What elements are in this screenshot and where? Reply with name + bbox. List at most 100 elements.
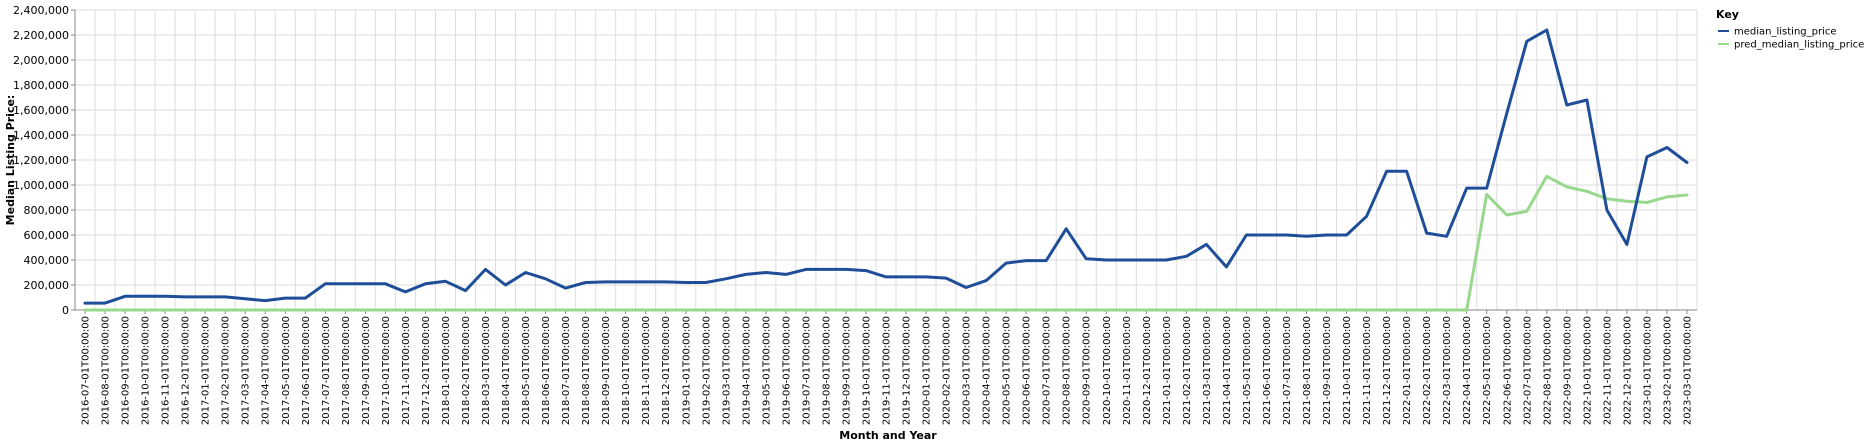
x-tick-label: 2016-12-01T00:00:00 xyxy=(181,316,192,425)
x-tick-label: 2019-06-01T00:00:00 xyxy=(781,316,792,425)
x-tick-label: 2019-09-01T00:00:00 xyxy=(841,316,852,425)
x-tick-label: 2017-05-01T00:00:00 xyxy=(281,316,292,425)
x-tick-label: 2016-09-01T00:00:00 xyxy=(121,316,132,425)
x-tick-label: 2020-08-01T00:00:00 xyxy=(1062,316,1073,425)
x-tick-label: 2021-10-01T00:00:00 xyxy=(1342,316,1353,425)
x-tick-label: 2017-01-01T00:00:00 xyxy=(201,316,212,425)
x-tick-label: 2021-07-01T00:00:00 xyxy=(1282,316,1293,425)
x-tick-label: 2021-02-01T00:00:00 xyxy=(1182,316,1193,425)
y-tick-label: 1,000,000 xyxy=(13,179,69,192)
x-tick-label: 2019-07-01T00:00:00 xyxy=(801,316,812,425)
x-tick-label: 2020-02-01T00:00:00 xyxy=(942,316,953,425)
x-tick-label: 2023-01-01T00:00:00 xyxy=(1642,316,1653,425)
x-tick-label: 2021-05-01T00:00:00 xyxy=(1242,316,1253,425)
x-tick-label: 2018-08-01T00:00:00 xyxy=(581,316,592,425)
y-tick-label: 1,200,000 xyxy=(13,154,69,167)
x-tick-label: 2020-03-01T00:00:00 xyxy=(962,316,973,425)
series-line-median_listing_price xyxy=(83,28,1689,305)
x-axis-title: Month and Year xyxy=(839,429,937,442)
y-tick-label: 2,400,000 xyxy=(13,4,69,17)
x-tick-label: 2021-12-01T00:00:00 xyxy=(1382,316,1393,425)
x-tick-label: 2018-10-01T00:00:00 xyxy=(621,316,632,425)
y-tick-label: 400,000 xyxy=(24,254,70,267)
x-tick-label: 2023-02-01T00:00:00 xyxy=(1662,316,1673,425)
x-tick-label: 2019-02-01T00:00:00 xyxy=(701,316,712,425)
x-tick-label: 2018-05-01T00:00:00 xyxy=(521,316,532,425)
x-tick-label: 2020-12-01T00:00:00 xyxy=(1142,316,1153,425)
x-tick-label: 2016-07-01T00:00:00 xyxy=(81,316,92,425)
x-tick-label: 2018-09-01T00:00:00 xyxy=(601,316,612,425)
x-tick-label: 2019-04-01T00:00:00 xyxy=(741,316,752,425)
x-tick-label: 2018-07-01T00:00:00 xyxy=(561,316,572,425)
x-tick-label: 2021-11-01T00:00:00 xyxy=(1362,316,1373,425)
x-tick-label: 2017-06-01T00:00:00 xyxy=(301,316,312,425)
legend-label: median_listing_price xyxy=(1734,27,1837,38)
x-tick-label: 2017-02-01T00:00:00 xyxy=(221,316,232,425)
y-tick-label: 2,000,000 xyxy=(13,54,69,67)
x-tick-label: 2019-01-01T00:00:00 xyxy=(681,316,692,425)
x-tick-label: 2018-11-01T00:00:00 xyxy=(641,316,652,425)
x-tick-label: 2022-02-01T00:00:00 xyxy=(1422,316,1433,425)
x-axis: 2016-07-01T00:00:00 2016-08-01T00:00:00 20… xyxy=(75,309,1697,425)
x-tick-label: 2019-08-01T00:00:00 xyxy=(821,316,832,425)
x-tick-label: 2022-04-01T00:00:00 xyxy=(1462,316,1473,425)
y-axis: 0 200,000 400,000 600,000 800,000 1,000,000 1,… xyxy=(13,4,76,317)
x-tick-label: 2023-03-01T00:00:00 xyxy=(1682,316,1693,425)
x-tick-label: 2018-01-01T00:00:00 xyxy=(441,316,452,425)
x-tick-label: 2022-05-01T00:00:00 xyxy=(1482,316,1493,425)
x-tick-label: 2019-10-01T00:00:00 xyxy=(861,316,872,425)
x-tick-label: 2021-01-01T00:00:00 xyxy=(1162,316,1173,425)
y-tick-label: 2,200,000 xyxy=(13,29,69,42)
x-tick-label: 2022-03-01T00:00:00 xyxy=(1442,316,1453,425)
x-tick-label: 2018-03-01T00:00:00 xyxy=(481,316,492,425)
x-tick-label: 2017-07-01T00:00:00 xyxy=(321,316,332,425)
x-tick-label: 2017-10-01T00:00:00 xyxy=(381,316,392,425)
series-lines xyxy=(83,28,1689,312)
y-tick-label: 800,000 xyxy=(24,204,70,217)
y-tick-label: 1,400,000 xyxy=(13,129,69,142)
x-tick-label: 2018-06-01T00:00:00 xyxy=(541,316,552,425)
x-tick-label: 2022-06-01T00:00:00 xyxy=(1502,316,1513,425)
x-tick-label: 2016-08-01T00:00:00 xyxy=(101,316,112,425)
y-tick-label: 0 xyxy=(62,304,69,317)
y-tick-label: 1,800,000 xyxy=(13,79,69,92)
x-tick-label: 2019-05-01T00:00:00 xyxy=(761,316,772,425)
x-tick-label: 2022-01-01T00:00:00 xyxy=(1402,316,1413,425)
x-tick-label: 2020-04-01T00:00:00 xyxy=(982,316,993,425)
x-tick-label: 2017-04-01T00:00:00 xyxy=(261,316,272,425)
x-tick-label: 2018-04-01T00:00:00 xyxy=(501,316,512,425)
x-tick-label: 2022-11-01T00:00:00 xyxy=(1602,316,1613,425)
x-tick-label: 2019-12-01T00:00:00 xyxy=(902,316,913,425)
x-tick-label: 2020-07-01T00:00:00 xyxy=(1042,316,1053,425)
x-tick-label: 2022-08-01T00:00:00 xyxy=(1542,316,1553,425)
x-tick-label: 2017-11-01T00:00:00 xyxy=(401,316,412,425)
x-tick-label: 2020-01-01T00:00:00 xyxy=(922,316,933,425)
legend-label: pred_median_listing_price xyxy=(1734,40,1864,51)
y-tick-label: 200,000 xyxy=(24,279,70,292)
gridlines xyxy=(74,9,1698,311)
x-tick-label: 2022-09-01T00:00:00 xyxy=(1562,316,1573,425)
x-tick-label: 2020-10-01T00:00:00 xyxy=(1102,316,1113,425)
y-tick-label: 600,000 xyxy=(24,229,70,242)
x-tick-label: 2017-03-01T00:00:00 xyxy=(241,316,252,425)
legend-title: Key xyxy=(1716,8,1739,21)
x-tick-label: 2020-09-01T00:00:00 xyxy=(1082,316,1093,425)
x-tick-label: 2016-10-01T00:00:00 xyxy=(141,316,152,425)
series-line-pred_median_listing_price xyxy=(83,174,1689,312)
x-tick-label: 2021-06-01T00:00:00 xyxy=(1262,316,1273,425)
legend: Key median_listing_price pred_median_list… xyxy=(1716,8,1864,51)
x-tick-label: 2019-11-01T00:00:00 xyxy=(882,316,893,425)
x-tick-label: 2022-10-01T00:00:00 xyxy=(1582,316,1593,425)
x-tick-label: 2021-03-01T00:00:00 xyxy=(1202,316,1213,425)
y-tick-label: 1,600,000 xyxy=(13,104,69,117)
y-axis-title: Median Listing Price: xyxy=(4,95,17,226)
x-tick-label: 2016-11-01T00:00:00 xyxy=(161,316,172,425)
x-tick-label: 2020-05-01T00:00:00 xyxy=(1002,316,1013,425)
x-tick-label: 2021-04-01T00:00:00 xyxy=(1222,316,1233,425)
x-tick-label: 2018-12-01T00:00:00 xyxy=(661,316,672,425)
x-tick-label: 2017-12-01T00:00:00 xyxy=(421,316,432,425)
x-tick-label: 2022-07-01T00:00:00 xyxy=(1522,316,1533,425)
x-tick-label: 2021-08-01T00:00:00 xyxy=(1302,316,1313,425)
x-tick-label: 2017-09-01T00:00:00 xyxy=(361,316,372,425)
x-tick-label: 2018-02-01T00:00:00 xyxy=(461,316,472,425)
